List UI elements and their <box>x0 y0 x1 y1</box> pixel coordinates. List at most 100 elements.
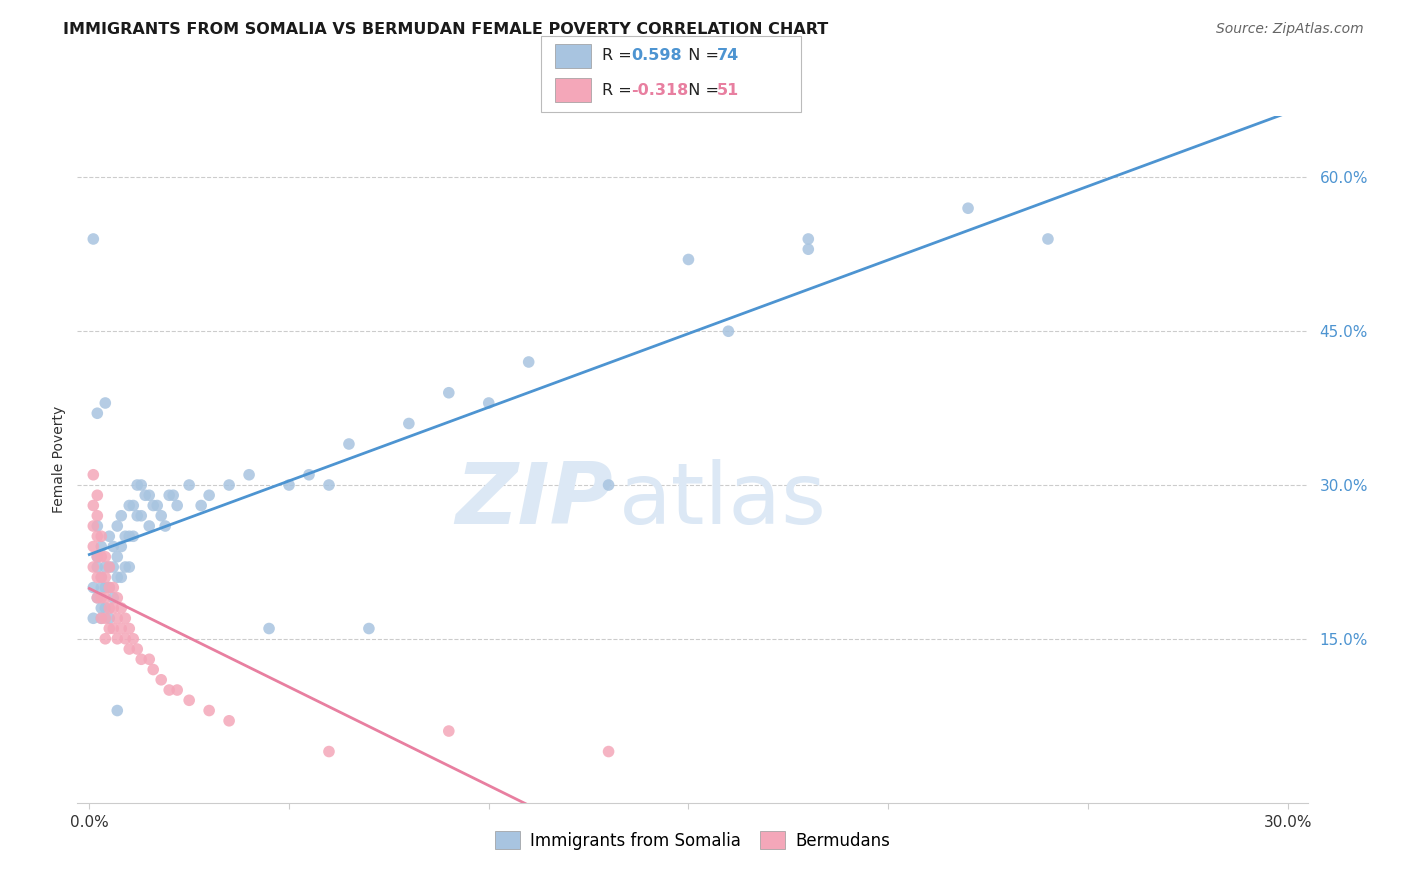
Point <box>257 622 280 636</box>
Point <box>1036 232 1059 246</box>
Point <box>82 467 104 482</box>
Point <box>90 540 112 554</box>
Point <box>129 478 152 492</box>
Point <box>118 642 141 657</box>
Point <box>103 581 125 595</box>
Point <box>90 591 112 605</box>
Point <box>150 673 173 687</box>
Point <box>86 549 108 564</box>
Point <box>82 611 104 625</box>
Point <box>138 519 160 533</box>
Point <box>94 632 117 646</box>
Point <box>86 591 108 605</box>
Point <box>150 508 173 523</box>
Point <box>179 693 201 707</box>
Point <box>166 683 188 698</box>
Point <box>678 252 700 267</box>
Point <box>90 570 112 584</box>
Text: IMMIGRANTS FROM SOMALIA VS BERMUDAN FEMALE POVERTY CORRELATION CHART: IMMIGRANTS FROM SOMALIA VS BERMUDAN FEMA… <box>63 22 828 37</box>
Text: 51: 51 <box>717 83 740 97</box>
Y-axis label: Female Poverty: Female Poverty <box>52 406 66 513</box>
Point <box>94 601 117 615</box>
Text: N =: N = <box>678 83 724 97</box>
Text: R =: R = <box>602 48 637 63</box>
Point <box>98 601 121 615</box>
Point <box>198 488 221 502</box>
Point <box>94 611 117 625</box>
Point <box>437 385 460 400</box>
Text: R =: R = <box>602 83 637 97</box>
Point <box>86 549 108 564</box>
Point <box>86 488 108 502</box>
Point <box>114 632 136 646</box>
Point <box>437 724 460 739</box>
Point <box>166 499 188 513</box>
Point <box>105 549 128 564</box>
Point <box>110 508 132 523</box>
Point <box>110 622 132 636</box>
Point <box>90 601 112 615</box>
Point <box>86 570 108 584</box>
Point <box>82 499 104 513</box>
Point <box>90 529 112 543</box>
Point <box>957 201 980 215</box>
Point <box>122 499 145 513</box>
Point <box>114 611 136 625</box>
Point <box>118 529 141 543</box>
Point <box>86 591 108 605</box>
Point <box>98 560 121 574</box>
Point <box>103 591 125 605</box>
Point <box>118 499 141 513</box>
Point <box>98 611 121 625</box>
Point <box>86 406 108 420</box>
Point <box>278 478 301 492</box>
Point <box>122 632 145 646</box>
Point <box>90 581 112 595</box>
Point <box>82 519 104 533</box>
Point <box>98 581 121 595</box>
Point <box>94 396 117 410</box>
Point <box>517 355 540 369</box>
Point <box>398 417 420 431</box>
Point <box>103 540 125 554</box>
Point <box>98 581 121 595</box>
Point <box>478 396 501 410</box>
Point <box>198 704 221 718</box>
Point <box>90 611 112 625</box>
Point <box>94 591 117 605</box>
Text: 0.598: 0.598 <box>631 48 682 63</box>
Point <box>162 488 184 502</box>
Point <box>122 529 145 543</box>
Point <box>717 324 740 338</box>
Point <box>129 508 152 523</box>
Point <box>94 549 117 564</box>
Point <box>98 560 121 574</box>
Point <box>357 622 380 636</box>
Point <box>94 560 117 574</box>
Point <box>90 549 112 564</box>
Point <box>86 560 108 574</box>
Point <box>598 478 620 492</box>
Point <box>318 745 340 759</box>
Point <box>129 652 152 666</box>
Point <box>114 529 136 543</box>
Point <box>90 611 112 625</box>
Point <box>238 467 260 482</box>
Text: Source: ZipAtlas.com: Source: ZipAtlas.com <box>1216 22 1364 37</box>
Point <box>105 704 128 718</box>
Point <box>337 437 360 451</box>
Point <box>105 632 128 646</box>
Point <box>797 242 820 256</box>
Point <box>103 601 125 615</box>
Point <box>797 232 820 246</box>
Point <box>118 622 141 636</box>
Point <box>82 540 104 554</box>
Point <box>103 560 125 574</box>
Text: 74: 74 <box>717 48 740 63</box>
Point <box>98 529 121 543</box>
Point <box>157 488 180 502</box>
Text: -0.318: -0.318 <box>631 83 689 97</box>
Point <box>179 478 201 492</box>
Point <box>134 488 156 502</box>
Point <box>598 745 620 759</box>
